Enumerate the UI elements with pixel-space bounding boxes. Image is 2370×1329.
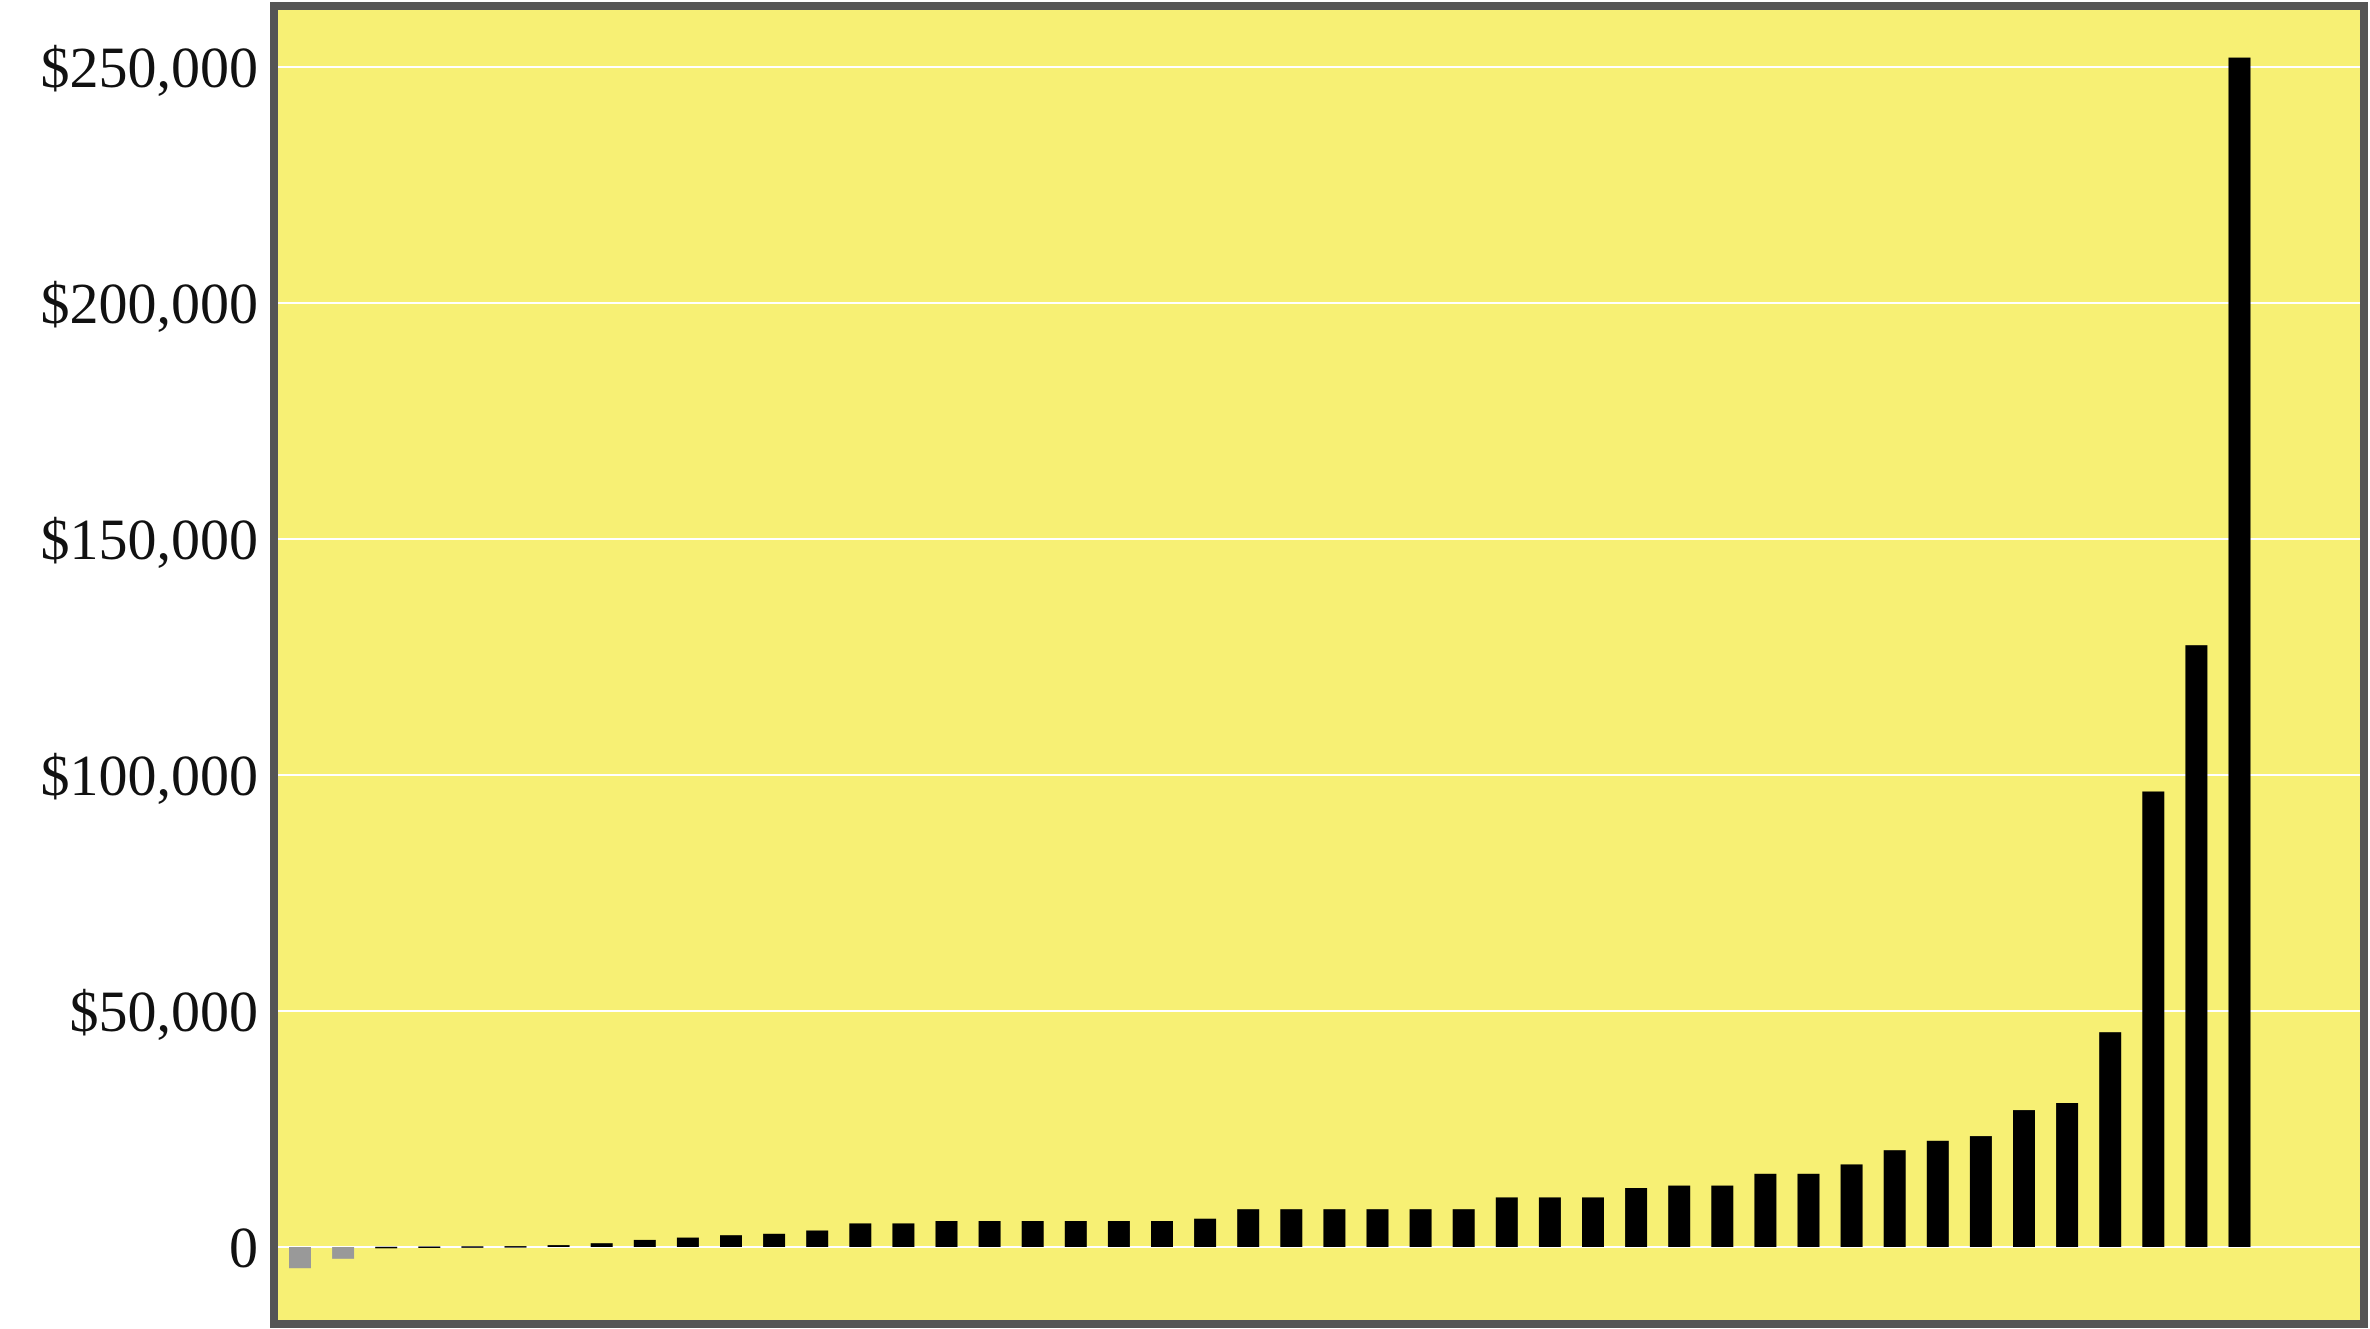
bar xyxy=(1797,1173,1820,1247)
y-tick-label: $100,000 xyxy=(41,743,259,808)
bar xyxy=(2142,791,2165,1247)
y-tick-label: $50,000 xyxy=(70,979,259,1044)
bar xyxy=(2185,645,2208,1247)
bar xyxy=(849,1223,872,1247)
y-tick-label: $150,000 xyxy=(41,507,259,572)
bar xyxy=(1582,1197,1604,1247)
bar xyxy=(418,1246,441,1248)
bar xyxy=(763,1233,786,1247)
bar xyxy=(1452,1209,1475,1247)
y-tick-label: 0 xyxy=(229,1215,258,1280)
bar xyxy=(1107,1221,1130,1247)
bar xyxy=(1194,1218,1217,1247)
plot-background xyxy=(274,6,2364,1324)
bar xyxy=(1538,1197,1561,1247)
bar xyxy=(2099,1032,2122,1247)
bar xyxy=(1323,1209,1346,1247)
bar xyxy=(806,1230,829,1247)
bar xyxy=(461,1246,484,1248)
bar xyxy=(547,1245,570,1247)
bar xyxy=(1495,1197,1518,1247)
bar xyxy=(289,1247,311,1269)
y-tick-label: $200,000 xyxy=(41,271,259,336)
bar xyxy=(1668,1185,1691,1247)
bar xyxy=(978,1221,1001,1247)
bar xyxy=(590,1243,613,1247)
bar xyxy=(1926,1140,1949,1247)
bar xyxy=(1021,1221,1044,1247)
plot-frame xyxy=(270,2,2368,1328)
bar xyxy=(375,1246,398,1249)
bars xyxy=(289,57,2251,1269)
y-axis-tick-labels: 0 $50,000 $100,000 $150,000 $200,000 $250,000 xyxy=(41,35,259,1280)
bar xyxy=(504,1246,527,1248)
bar xyxy=(1366,1209,1389,1247)
bar xyxy=(1711,1185,1734,1247)
bar xyxy=(2056,1103,2079,1247)
bar xyxy=(1840,1164,1863,1247)
bar xyxy=(1237,1209,1260,1247)
y-tick-label: $250,000 xyxy=(41,35,259,100)
bar xyxy=(676,1237,699,1247)
bar xyxy=(633,1239,656,1247)
bar xyxy=(1409,1209,1432,1247)
bar xyxy=(1883,1150,1906,1247)
bar xyxy=(720,1235,742,1247)
bar xyxy=(2228,57,2251,1248)
bar xyxy=(892,1223,915,1247)
bar xyxy=(1969,1136,1992,1247)
bar xyxy=(2013,1110,2035,1247)
bar xyxy=(1280,1209,1303,1247)
bar xyxy=(1625,1188,1648,1247)
bar xyxy=(1754,1173,1777,1247)
bar xyxy=(1064,1221,1087,1247)
bar xyxy=(935,1221,958,1247)
bar xyxy=(1151,1221,1173,1247)
bar xyxy=(332,1247,355,1259)
